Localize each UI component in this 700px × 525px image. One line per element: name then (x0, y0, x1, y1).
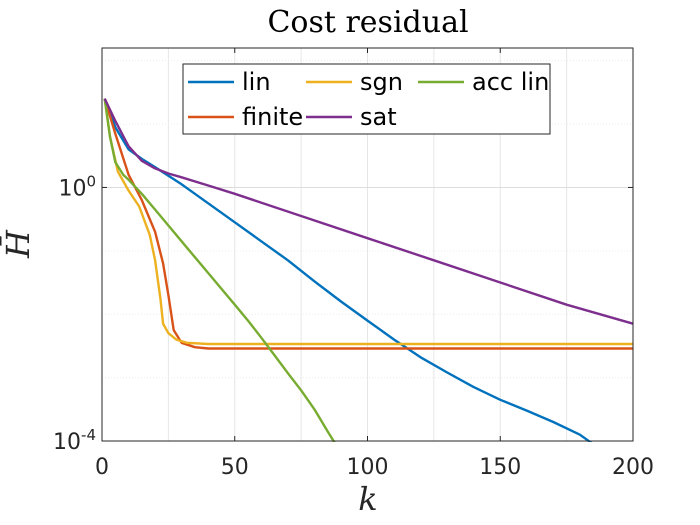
series-line-sgn (103, 98, 633, 346)
x-tick-label: 50 (221, 455, 249, 480)
plot-bottom-mask (101, 442, 634, 482)
legend-box (182, 63, 551, 135)
legend-label: sgn (360, 68, 403, 96)
legend-label: acc lin (472, 68, 549, 96)
x-tick-label: 0 (95, 455, 109, 480)
series-line-finite (103, 98, 633, 350)
x-axis-label: k (358, 480, 377, 518)
x-tick-label: 100 (347, 455, 389, 480)
series-line-acc-lin (103, 98, 337, 445)
legend-label: finite (242, 103, 303, 131)
y-tick-label: 10-4 (53, 426, 96, 455)
x-ticks: 0 50 100 150 200 (95, 48, 654, 480)
series-line-lin (103, 98, 594, 446)
series-layer (101, 98, 634, 482)
y-axis-label: H̄ (0, 229, 37, 259)
legend-label: lin (242, 68, 271, 96)
legend-label: sat (360, 103, 397, 131)
x-tick-label: 200 (612, 455, 654, 480)
series-line-sat (103, 98, 634, 325)
legend: lin finite sgn acc lin sat (182, 63, 551, 135)
chart-title: Cost residual (267, 5, 468, 40)
y-tick-label: 100 (58, 172, 96, 201)
y-ticks: 100 10-4 (53, 172, 633, 455)
x-tick-label: 150 (479, 455, 521, 480)
